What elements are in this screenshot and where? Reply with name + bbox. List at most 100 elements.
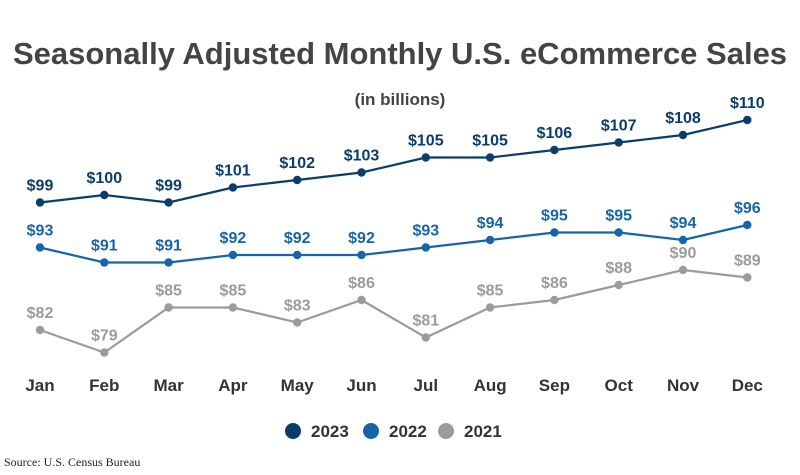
legend-label-2022: 2022 — [389, 422, 427, 441]
x-tick-label-jul: Jul — [414, 376, 439, 395]
data-label-2022-dec: $96 — [734, 200, 761, 217]
data-point-2022-jul — [421, 243, 430, 252]
legend-item-2022: 2022 — [363, 422, 427, 441]
data-label-2023-feb: $100 — [87, 170, 123, 187]
data-label-2022-aug: $94 — [477, 215, 504, 232]
data-label-2021-may: $83 — [284, 298, 311, 315]
data-label-2022-may: $92 — [284, 230, 311, 247]
data-point-2023-nov — [678, 130, 688, 140]
data-point-2022-feb — [100, 258, 109, 267]
legend-marker-2021 — [438, 423, 454, 439]
data-label-2021-jan: $82 — [27, 305, 54, 322]
data-point-2023-may — [293, 175, 302, 185]
chart-title: Seasonally Adjusted Monthly U.S. eCommer… — [13, 36, 787, 71]
data-label-2022-jan: $93 — [27, 223, 54, 240]
data-label-2023-sep: $106 — [537, 125, 573, 142]
data-point-2021-mar — [164, 303, 173, 312]
data-point-2023-oct — [614, 138, 623, 147]
legend-label-2021: 2021 — [464, 422, 502, 441]
data-label-2023-apr: $101 — [215, 163, 251, 180]
data-point-2022-dec — [743, 220, 752, 230]
data-label-2021-sep: $86 — [541, 275, 568, 292]
chart-subtitle: (in billions) — [355, 90, 446, 109]
data-point-2021-jul — [421, 333, 430, 342]
data-label-2021-jun: $86 — [348, 275, 375, 292]
legend-marker-2023 — [285, 423, 301, 439]
data-label-2022-apr: $92 — [220, 230, 247, 247]
data-point-2021-feb — [100, 348, 109, 357]
data-point-2023-mar — [164, 198, 173, 207]
data-point-2022-aug — [485, 235, 495, 245]
series-line-2022 — [39, 223, 748, 264]
data-point-2022-sep — [550, 228, 559, 237]
data-point-2023-jun — [357, 168, 366, 177]
source-note: Source: U.S. Census Bureau — [4, 455, 140, 469]
x-tick-label-sep: Sep — [539, 376, 570, 395]
data-point-2021-oct — [614, 280, 623, 290]
data-point-2021-jan — [35, 325, 45, 335]
data-point-2023-feb — [100, 190, 109, 200]
legend: 2023 2022 2021 — [285, 422, 502, 441]
data-point-2023-jan — [35, 198, 45, 207]
plot-area: $82 $79 $85 $85 $83 $86 $81 $85 $86 $88 $90 $89 $93 $… — [27, 95, 765, 357]
data-point-2022-jan — [35, 243, 45, 252]
data-label-2023-jun: $103 — [344, 148, 380, 165]
data-point-2023-dec — [743, 115, 752, 125]
series-line-2021 — [39, 268, 748, 354]
data-point-2021-apr — [228, 303, 238, 312]
data-label-2021-aug: $85 — [477, 283, 504, 300]
data-point-2021-jun — [357, 295, 366, 305]
data-point-2022-mar — [164, 258, 173, 267]
data-label-2023-jan: $99 — [27, 178, 54, 195]
data-label-2022-oct: $95 — [605, 208, 632, 225]
data-point-2022-oct — [614, 228, 623, 237]
data-label-2023-aug: $105 — [472, 133, 508, 150]
data-label-2022-nov: $94 — [670, 215, 697, 232]
legend-marker-2022 — [363, 423, 379, 439]
data-label-2021-nov: $90 — [670, 245, 697, 262]
data-label-2023-nov: $108 — [665, 110, 701, 127]
x-tick-label-jun: Jun — [346, 376, 376, 395]
x-tick-label-dec: Dec — [732, 376, 763, 395]
x-tick-label-jan: Jan — [25, 376, 54, 395]
data-point-2021-nov — [678, 265, 688, 275]
data-label-2021-jul: $81 — [412, 313, 439, 330]
data-label-2022-jun: $92 — [348, 230, 375, 247]
data-point-2021-sep — [550, 295, 559, 305]
data-point-2023-jul — [421, 153, 430, 162]
data-point-2021-aug — [485, 303, 495, 312]
data-point-2023-aug — [485, 153, 495, 162]
data-point-2023-sep — [550, 145, 559, 155]
data-label-2021-apr: $85 — [220, 283, 247, 300]
legend-item-2023: 2023 — [285, 422, 349, 441]
data-label-2023-jul: $105 — [408, 133, 444, 150]
data-label-2022-jul: $93 — [412, 223, 439, 240]
x-axis: Jan Feb Mar Apr May Jun Jul Aug Sep Oct Nov Dec — [25, 376, 763, 395]
data-label-2022-mar: $91 — [155, 238, 182, 255]
data-label-2023-mar: $99 — [155, 178, 182, 195]
data-label-2021-dec: $89 — [734, 253, 761, 270]
data-label-2021-mar: $85 — [155, 283, 182, 300]
series-line-2023 — [39, 118, 748, 204]
data-label-2021-feb: $79 — [91, 328, 118, 345]
data-label-2021-oct: $88 — [605, 260, 632, 277]
x-tick-label-aug: Aug — [474, 376, 507, 395]
data-label-2023-may: $102 — [279, 155, 315, 172]
data-label-2022-sep: $95 — [541, 208, 568, 225]
x-tick-label-mar: Mar — [153, 376, 184, 395]
legend-label-2023: 2023 — [311, 422, 349, 441]
data-label-2022-feb: $91 — [91, 238, 118, 255]
data-point-2021-dec — [743, 273, 752, 282]
x-tick-label-may: May — [281, 376, 315, 395]
x-tick-label-oct: Oct — [605, 376, 634, 395]
data-point-2022-nov — [678, 235, 688, 245]
data-label-2023-oct: $107 — [601, 118, 637, 135]
data-point-2023-apr — [228, 183, 238, 192]
data-label-2023-dec: $110 — [730, 95, 765, 112]
data-point-2022-jun — [357, 250, 366, 260]
data-point-2022-apr — [228, 250, 238, 260]
data-point-2022-may — [293, 250, 302, 260]
x-tick-label-apr: Apr — [218, 376, 248, 395]
x-tick-label-feb: Feb — [89, 376, 119, 395]
